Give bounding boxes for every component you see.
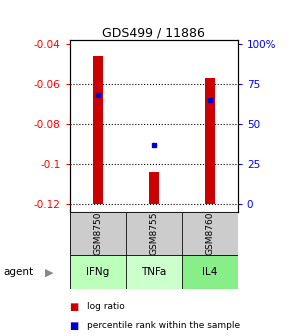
- FancyBboxPatch shape: [182, 255, 238, 289]
- Text: ■: ■: [70, 302, 79, 312]
- Bar: [93, 56, 103, 204]
- FancyBboxPatch shape: [126, 212, 182, 255]
- Text: GSM8750: GSM8750: [93, 212, 102, 255]
- Bar: [149, 172, 159, 204]
- Text: IL4: IL4: [202, 267, 218, 277]
- Title: GDS499 / 11886: GDS499 / 11886: [102, 26, 205, 39]
- Text: agent: agent: [3, 267, 33, 277]
- FancyBboxPatch shape: [182, 212, 238, 255]
- Text: log ratio: log ratio: [87, 302, 125, 311]
- FancyBboxPatch shape: [126, 255, 182, 289]
- Bar: [205, 78, 215, 204]
- Text: TNFa: TNFa: [141, 267, 166, 277]
- Text: ▶: ▶: [45, 267, 53, 277]
- FancyBboxPatch shape: [70, 255, 126, 289]
- Text: IFNg: IFNg: [86, 267, 109, 277]
- FancyBboxPatch shape: [70, 212, 126, 255]
- Text: ■: ■: [70, 321, 79, 331]
- Text: percentile rank within the sample: percentile rank within the sample: [87, 321, 240, 330]
- Text: GSM8760: GSM8760: [205, 212, 214, 255]
- Text: GSM8755: GSM8755: [149, 212, 158, 255]
